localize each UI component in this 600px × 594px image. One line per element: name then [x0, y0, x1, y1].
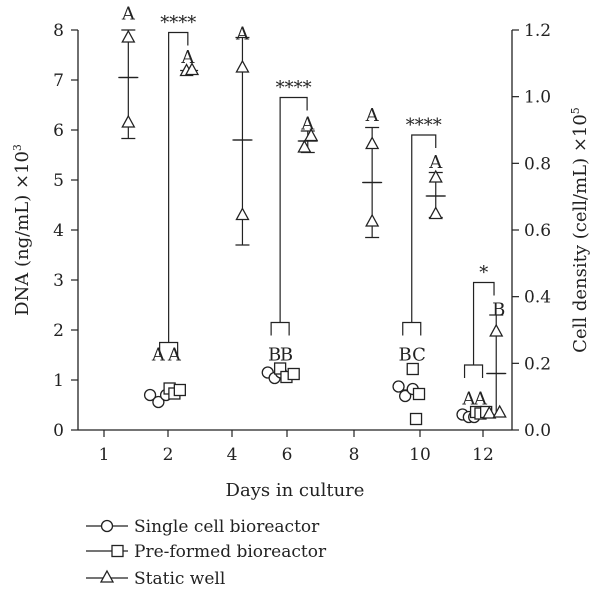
right-tick-label-6: 1.2	[524, 21, 551, 41]
group-letter-13: A	[473, 389, 488, 410]
error-bar-1	[232, 36, 253, 246]
y-axis-label-left-sup: 3	[11, 144, 24, 151]
marker-triangle-5	[235, 207, 250, 221]
marker-triangle-6	[297, 139, 312, 153]
group-letter-6: B	[268, 345, 281, 366]
legend-item-pre-formed: Pre-formed bioreactor	[86, 542, 327, 562]
marker-circle-0	[143, 388, 157, 402]
right-tick-label-0: 0.0	[524, 421, 551, 441]
significance-label-1: ****	[276, 78, 312, 99]
y-axis-label-right: Cell density (cell/mL) ×105	[569, 107, 591, 353]
marker-triangle-14	[492, 404, 507, 418]
significance-bracket-1	[270, 96, 308, 336]
group-letter-14: B	[492, 300, 505, 321]
significance-bracket-3	[463, 281, 495, 378]
group-letter-1: A	[180, 47, 195, 68]
marker-triangle-4	[235, 59, 250, 73]
marker-circle-7	[398, 389, 412, 403]
marker-square-2	[173, 383, 186, 397]
significance-bracket-2	[402, 134, 437, 336]
legend-triangle-icon	[99, 569, 115, 583]
legend-square-icon	[111, 544, 124, 558]
legend-label-0: Single cell bioreactor	[134, 517, 320, 537]
y-axis-label-left-main: DNA (ng/mL) ×10	[12, 151, 33, 316]
left-tick-label-5: 5	[53, 171, 64, 191]
legend-label-1: Pre-formed bioreactor	[134, 542, 327, 562]
right-tick-label-3: 0.6	[524, 221, 551, 241]
marker-square-6	[406, 362, 419, 376]
marker-triangle-0	[121, 29, 136, 43]
marker-triangle-1	[121, 114, 136, 128]
legend-circle-icon	[100, 519, 114, 533]
marker-triangle-13	[489, 323, 504, 337]
right-tick-label-4: 0.8	[524, 154, 551, 174]
right-y-ticks: 0.0 0.2 0.4 0.6 0.8 1.0 1.2	[512, 21, 551, 441]
marker-circle-6	[392, 380, 405, 393]
legend-item-static-well: Static well	[86, 569, 225, 589]
left-tick-label-1: 1	[53, 371, 64, 391]
marker-triangle-7	[304, 128, 319, 142]
marker-square-8	[412, 387, 426, 401]
group-letter-2: A	[151, 345, 166, 366]
group-letter-9: A	[428, 152, 443, 173]
y-axis-label-right-main: Cell density (cell/mL) ×10	[570, 114, 591, 353]
marker-triangle-10	[428, 169, 443, 183]
marker-triangle-8	[365, 136, 380, 150]
significance-label-2: ****	[406, 115, 442, 136]
group-letter-5: A	[300, 114, 315, 135]
marker-square-3	[273, 362, 287, 375]
left-tick-label-2: 2	[53, 321, 64, 341]
error-bar-2	[297, 130, 318, 154]
x-tick-label-1: 2	[163, 445, 174, 465]
left-tick-label-4: 4	[53, 221, 64, 241]
left-y-ticks: 0 1 2 3 4 5 6 7 8	[53, 21, 78, 441]
group-letter-3: A	[167, 345, 182, 366]
y-axis-label-left: DNA (ng/mL) ×103	[11, 144, 33, 316]
marker-triangle-9	[365, 213, 380, 227]
left-tick-label-0: 0	[53, 421, 64, 441]
left-tick-label-8: 8	[53, 21, 64, 41]
right-tick-label-2: 0.4	[524, 288, 551, 308]
group-letter-11: C	[412, 345, 426, 366]
x-tick-label-3: 6	[282, 445, 293, 465]
left-tick-label-6: 6	[53, 121, 64, 141]
group-letter-4: A	[235, 24, 250, 45]
marker-square-7	[409, 412, 423, 426]
x-tick-label-5: 10	[409, 445, 431, 465]
right-tick-label-5: 1.0	[524, 88, 551, 108]
x-tick-label-0: 1	[99, 445, 110, 465]
significance-bracket-0	[159, 31, 189, 356]
left-tick-label-3: 3	[53, 271, 64, 291]
x-tick-label-2: 4	[227, 445, 238, 465]
significance-label-0: ****	[160, 13, 196, 34]
y-axis-label-right-sup: 5	[569, 107, 582, 114]
x-tick-label-4: 8	[349, 445, 360, 465]
group-letter-10: B	[399, 345, 412, 366]
right-tick-label-1: 0.2	[524, 354, 551, 374]
legend-label-2: Static well	[134, 569, 225, 589]
error-bar-5	[486, 314, 507, 416]
x-tick-label-6: 12	[472, 445, 494, 465]
group-letter-7: B	[280, 345, 293, 366]
left-tick-label-7: 7	[53, 71, 64, 91]
x-axis-label: Days in culture	[226, 480, 365, 501]
group-letter-0: A	[121, 4, 136, 25]
x-ticks: 1 2 4 6 8 10 12	[99, 430, 494, 465]
marker-triangle-11	[428, 206, 443, 220]
marker-triangle-12	[482, 405, 497, 419]
marker-circle-1	[152, 395, 165, 409]
data-markers	[121, 29, 507, 426]
marker-triangle-3	[184, 62, 200, 76]
marker-square-5	[287, 367, 300, 381]
significance-label-3: *	[479, 263, 488, 284]
group-letter-8: A	[365, 105, 380, 126]
group-letter-12: A	[461, 389, 476, 410]
significance-brackets: *************	[159, 13, 495, 378]
legend: Single cell bioreactor Pre-formed biorea…	[86, 517, 327, 589]
legend-item-single-cell: Single cell bioreactor	[86, 517, 320, 537]
